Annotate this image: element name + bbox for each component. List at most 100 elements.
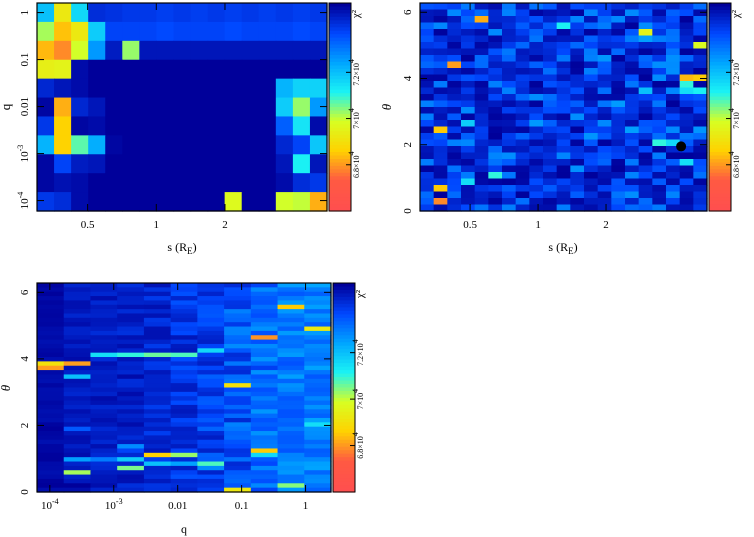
colorbar-segment <box>329 107 351 112</box>
heatmap-cell <box>597 172 612 180</box>
heatmap-cell <box>304 409 332 415</box>
heatmap-cell <box>37 304 65 310</box>
heatmap-cell <box>515 61 530 69</box>
heatmap-cell <box>37 417 65 423</box>
heatmap-cell <box>170 457 198 463</box>
heatmap-cell <box>474 94 489 102</box>
heatmap-cell <box>90 413 118 419</box>
heatmap-cell <box>170 413 198 419</box>
heatmap-cell <box>277 348 305 354</box>
heatmap-cell <box>90 330 118 336</box>
heatmap-cell <box>173 78 192 99</box>
heatmap-cell <box>570 94 585 102</box>
heatmap-cell <box>224 135 243 155</box>
heatmap-cell <box>666 198 681 206</box>
heatmap-cell <box>474 9 489 17</box>
y-tick-label: 0 <box>19 489 31 495</box>
heatmap-cell <box>88 40 106 61</box>
heatmap-cell <box>304 352 332 358</box>
heatmap-cell <box>250 457 279 463</box>
heatmap-cell <box>117 361 145 367</box>
heatmap-cell <box>529 81 544 89</box>
heatmap-cell <box>63 352 92 358</box>
colorbar-segment <box>333 394 355 399</box>
heatmap-cell <box>117 426 145 432</box>
heatmap-cell <box>611 152 626 160</box>
heatmap-cell <box>420 198 435 206</box>
heatmap-cell <box>611 113 626 121</box>
heatmap-cell <box>71 21 89 42</box>
heatmap-cell <box>122 116 140 136</box>
heatmap-cell <box>277 383 305 389</box>
heatmap-cell <box>433 204 448 212</box>
heatmap-cell <box>570 48 585 56</box>
heatmap-cells-q-theta <box>37 283 332 493</box>
heatmap-cell <box>420 68 435 76</box>
heatmap-cell <box>224 348 252 354</box>
colorbar-segment <box>329 183 351 188</box>
heatmap-cell <box>556 81 571 89</box>
heatmap-cell <box>170 370 198 376</box>
heatmap-cell <box>105 173 123 193</box>
heatmap-cell <box>638 159 653 167</box>
colorbar-segment <box>329 82 351 87</box>
heatmap-cell <box>90 417 118 423</box>
heatmap-cell <box>105 21 123 42</box>
heatmap-cell <box>556 100 571 108</box>
heatmap-cell <box>143 487 172 493</box>
x-axis-ticks-s-theta: 0.5 1 2 <box>463 3 609 231</box>
heatmap-cell <box>250 478 279 484</box>
colorbar-segment <box>709 16 731 21</box>
heatmap-cell <box>515 35 530 43</box>
heatmap-cell <box>37 116 55 136</box>
colorbar-segment <box>329 51 351 56</box>
heatmap-cell <box>173 3 192 23</box>
heatmap-cell <box>474 3 489 11</box>
heatmap-cell <box>224 422 252 428</box>
heatmap-cell <box>611 42 626 50</box>
heatmap-cell <box>693 107 708 115</box>
heatmap-cell <box>611 35 626 43</box>
heatmap-cell <box>304 391 332 397</box>
heatmap-cell <box>117 387 145 393</box>
heatmap-cell <box>611 94 626 102</box>
colorbar-segment <box>329 3 351 8</box>
heatmap-cell <box>304 435 332 441</box>
heatmap-cell <box>170 343 198 349</box>
heatmap-cell <box>679 185 694 193</box>
colorbar-segment <box>709 165 731 170</box>
heatmap-cell <box>37 59 55 80</box>
heatmap-cell <box>37 404 65 410</box>
heatmap-cell <box>37 348 65 354</box>
heatmap-cell <box>543 55 558 63</box>
y-tick-label: 6 <box>402 9 414 15</box>
heatmap-cell <box>584 178 599 186</box>
heatmap-cell <box>117 296 145 302</box>
heatmap-cell <box>515 29 530 37</box>
heatmap-cell <box>597 198 612 206</box>
heatmap-cell <box>474 198 489 206</box>
heatmap-cell <box>197 370 225 376</box>
colorbar-segment <box>329 113 351 118</box>
heatmap-cell <box>638 29 653 37</box>
x-tick-label: 10-3 <box>105 497 123 512</box>
heatmap-cell <box>556 42 571 50</box>
heatmap-cell <box>529 204 544 212</box>
heatmap-cell <box>693 191 708 199</box>
heatmap-cell <box>461 152 476 160</box>
colorbar-segment <box>709 100 731 105</box>
heatmap-cell <box>515 22 530 30</box>
heatmap-cell <box>292 116 311 136</box>
heatmap-cell <box>224 374 252 380</box>
heatmap-cell <box>190 135 209 155</box>
heatmap-cell <box>638 9 653 17</box>
heatmap-cell <box>54 78 72 99</box>
heatmap-cell <box>139 21 158 42</box>
heatmap-cell <box>433 133 448 141</box>
heatmap-cell <box>250 383 279 389</box>
heatmap-cell <box>37 487 65 493</box>
heatmap-cell <box>433 185 448 193</box>
colorbar-segment <box>329 68 351 73</box>
